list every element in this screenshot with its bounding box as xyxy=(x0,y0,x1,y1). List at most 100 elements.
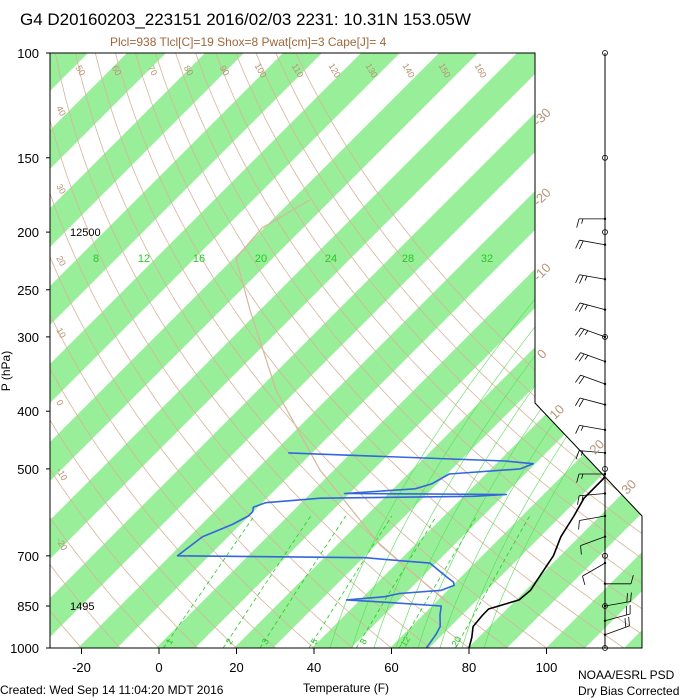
wind-barb-feather xyxy=(575,425,580,434)
dry-adiabat xyxy=(50,53,408,648)
mixing-ratio-label: 8 xyxy=(93,253,99,265)
wind-barb xyxy=(580,327,606,338)
mixing-ratio-line xyxy=(222,515,312,648)
created-label: Created: Wed Sep 14 11:04:20 MDT 2016 xyxy=(0,683,224,697)
wind-barb-feather xyxy=(579,240,584,250)
parcel-trace xyxy=(235,199,449,604)
chart-subtitle: Plcl=938 Tlcl[C]=19 Shox=8 Pwat[cm]=3 Ca… xyxy=(110,35,387,49)
left-theta-label: 40 xyxy=(54,104,68,118)
wind-barb-half-feather xyxy=(581,218,584,224)
wind-calm-circle xyxy=(602,603,608,609)
green-band xyxy=(50,53,583,648)
wind-barb-half-feather xyxy=(584,275,588,281)
wind-barb xyxy=(604,601,631,607)
y-tick-label: 150 xyxy=(17,151,39,166)
x-tick-label: 0 xyxy=(155,660,162,675)
dry-adiabat xyxy=(50,53,211,648)
y-tick-label: 100 xyxy=(17,46,39,61)
moist-adiabat-line xyxy=(439,207,642,648)
x-tick-label: -20 xyxy=(72,660,91,675)
mixing-ratio-label: 28 xyxy=(402,253,414,265)
dry-adiabat xyxy=(74,53,526,648)
mixing-ratio-line xyxy=(163,515,255,648)
wind-barb xyxy=(579,274,606,280)
wind-barb-feather xyxy=(575,274,580,284)
green-band xyxy=(50,53,427,648)
wind-barbs xyxy=(575,50,634,651)
mixing-ratio-bottom-label: 12 xyxy=(399,635,413,649)
wind-barb xyxy=(579,515,606,521)
wind-barb xyxy=(579,302,606,311)
green-band xyxy=(50,53,505,648)
wind-barb-half-feather xyxy=(584,330,589,335)
wind-calm-circle xyxy=(602,50,608,56)
mixing-ratio-bottom-label: 1 xyxy=(164,637,175,646)
mixing-ratio-bottom-label: 2 xyxy=(224,637,235,646)
mixing-ratio-label: 24 xyxy=(325,253,337,265)
wind-barb xyxy=(582,562,606,577)
dry-adiabat xyxy=(295,53,642,648)
wind-barb-feather xyxy=(575,302,581,311)
theta-label: 60 xyxy=(110,64,124,78)
chart-title: G4 D20160203_223151 2016/02/03 2231: 10.… xyxy=(20,10,471,29)
org-label: NOAA/ESRL PSD xyxy=(578,668,675,682)
y-axis-title: P (hPa) xyxy=(0,350,14,392)
wind-barb-half-feather xyxy=(581,473,584,479)
wind-barb-feather xyxy=(575,352,581,361)
mixing-ratio-bottom-label: 8 xyxy=(358,637,369,646)
height-label: 12500 xyxy=(70,227,101,239)
wind-barb-feather xyxy=(578,520,580,530)
dry-adiabat xyxy=(50,53,94,648)
dry-adiabat xyxy=(50,53,133,648)
dry-adiabat xyxy=(155,53,642,648)
wind-barb-half-feather xyxy=(584,355,589,360)
x-axis-title: Temperature (F) xyxy=(303,681,390,695)
mixing-ratio-bottom-label: 5 xyxy=(309,637,320,646)
green-band xyxy=(156,53,642,648)
theta-label: 50 xyxy=(74,64,88,78)
parcel-path xyxy=(235,199,449,604)
x-tick-label: 100 xyxy=(536,660,558,675)
theta-label: 80 xyxy=(182,64,196,78)
wind-barb-half-feather xyxy=(580,425,584,431)
x-tick-label: 80 xyxy=(462,660,476,675)
dry-adiabat xyxy=(235,53,642,648)
x-tick-label: 40 xyxy=(307,660,321,675)
wind-calm-circle xyxy=(602,333,608,340)
dry-adiabat xyxy=(50,53,172,648)
dry-adiabat xyxy=(215,53,642,648)
wind-barb-feather xyxy=(575,240,580,249)
green-band xyxy=(50,53,349,648)
wind-barb-feather xyxy=(577,495,580,505)
wind-barb-feather xyxy=(575,397,581,406)
dry-adiabat xyxy=(50,53,251,648)
wind-barb xyxy=(580,536,606,546)
theta-label: 90 xyxy=(218,64,232,78)
wind-barb-feather xyxy=(582,576,586,585)
dry-bias-label: Dry Bias Corrected xyxy=(578,684,680,698)
green-band xyxy=(50,53,642,648)
wind-barb-feather xyxy=(576,473,580,483)
mixing-ratio-label: 16 xyxy=(193,253,205,265)
wind-barb-feather xyxy=(628,616,630,626)
temperature-series xyxy=(468,218,642,648)
dry-adiabat xyxy=(50,53,447,648)
dry-adiabat xyxy=(94,53,565,648)
wind-barb xyxy=(579,239,606,246)
dewpoint-trace xyxy=(176,452,535,648)
wind-barb-feather xyxy=(624,618,627,628)
y-tick-label: 1000 xyxy=(10,641,39,656)
dry-adiabat xyxy=(50,53,329,648)
left-theta-label: 20 xyxy=(54,254,68,268)
wind-calm-circle xyxy=(602,552,608,559)
wind-barb-feather xyxy=(575,450,580,460)
wind-barb xyxy=(604,613,631,622)
mixing-ratio-bottom-label: 3 xyxy=(260,637,271,646)
green-bands xyxy=(50,53,642,648)
wind-calm-circle xyxy=(602,154,608,161)
wind-barb-half-feather xyxy=(580,450,584,456)
wind-barb-feather xyxy=(630,574,634,584)
green-band xyxy=(312,53,642,648)
